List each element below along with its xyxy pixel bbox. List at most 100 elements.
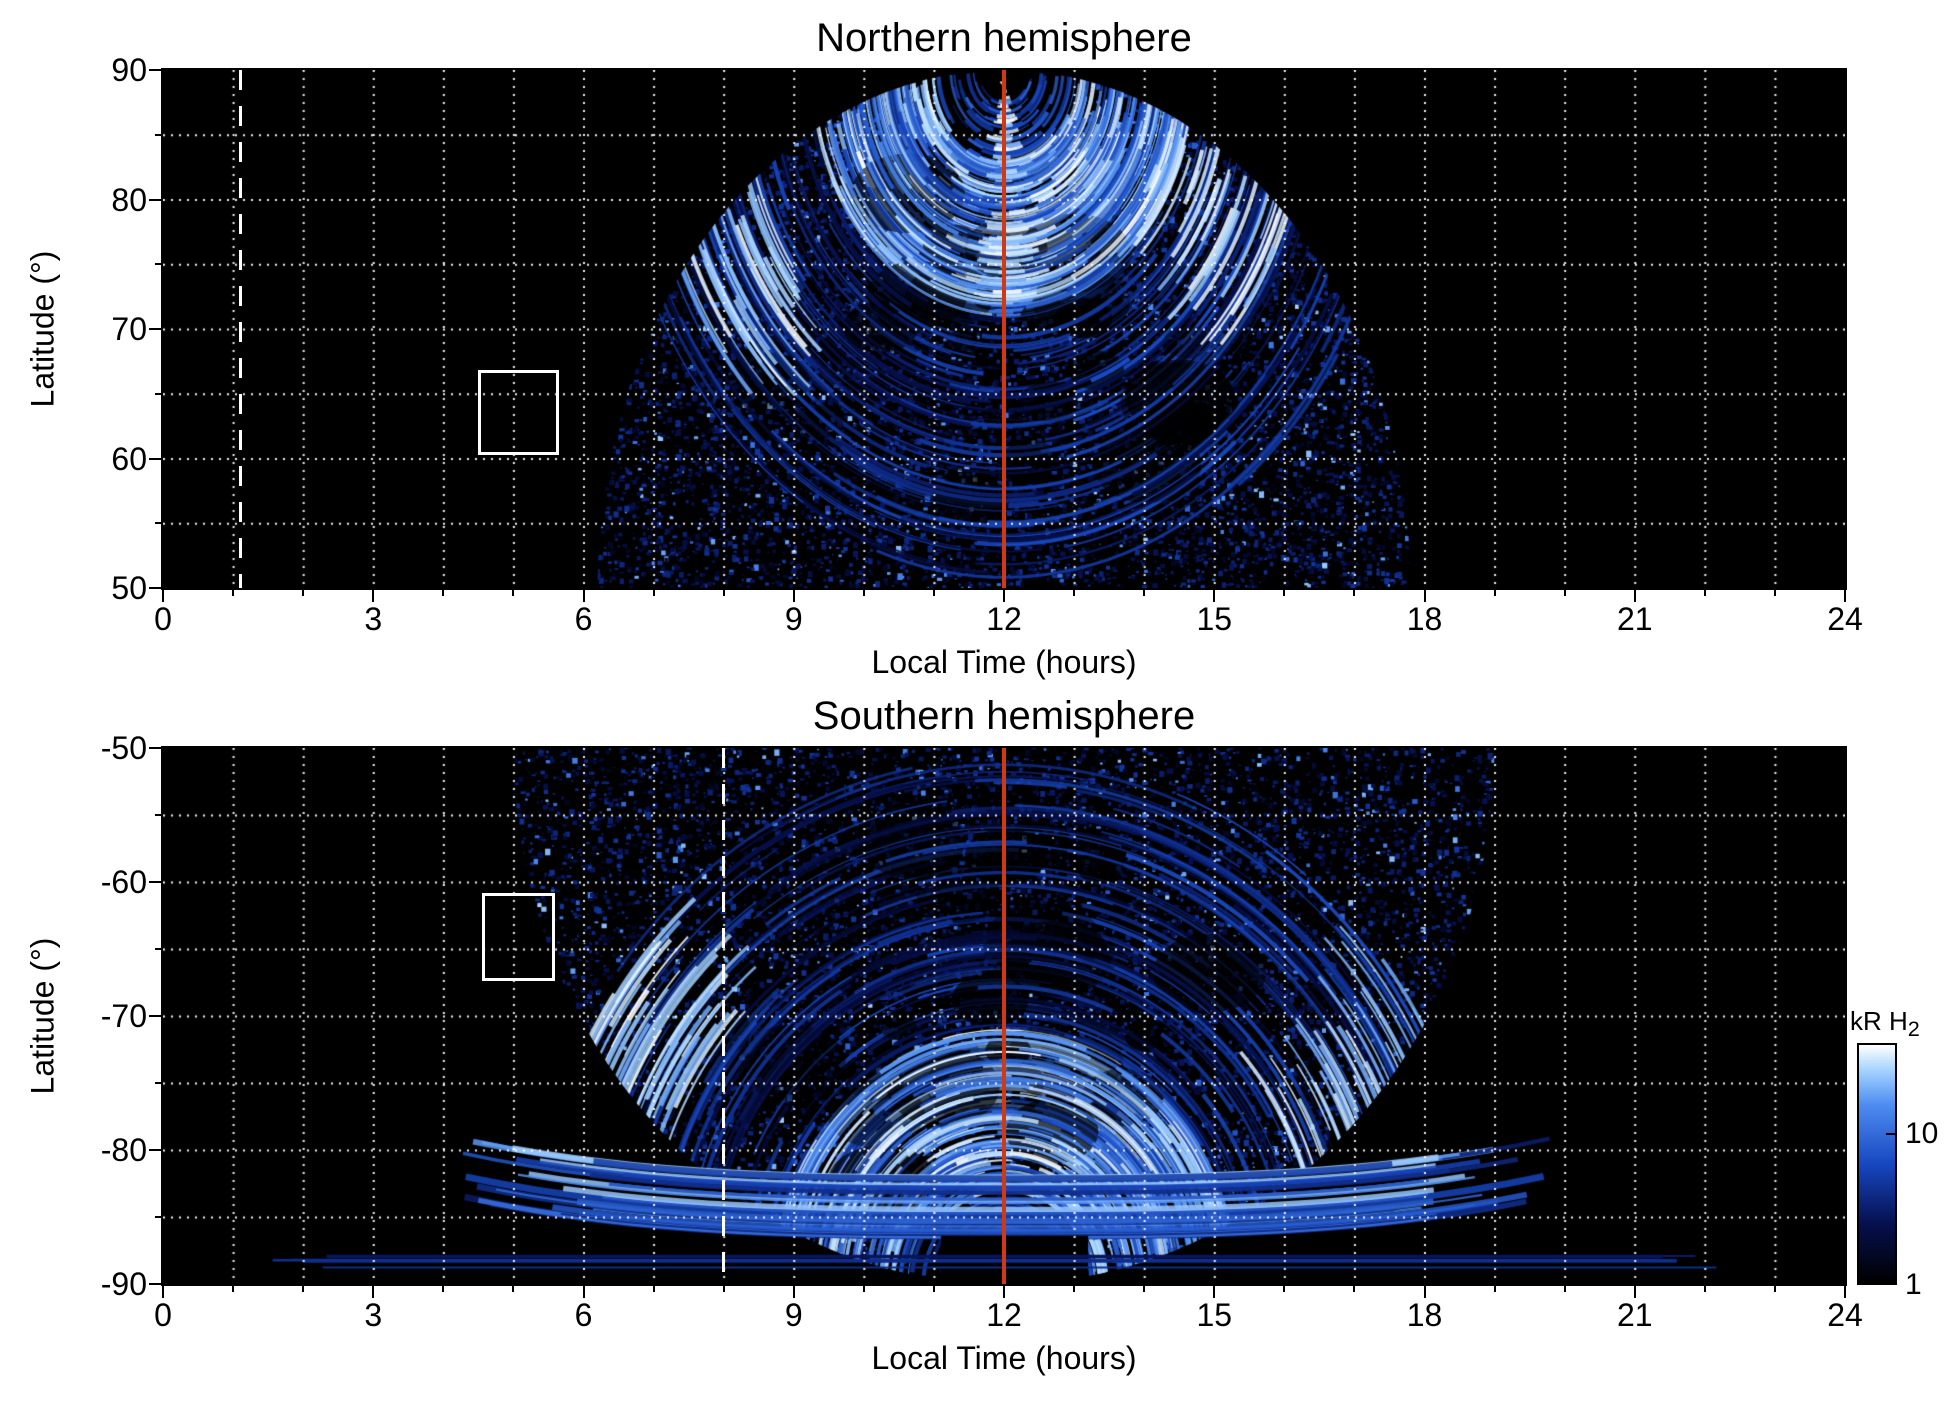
x-minor-tick — [1073, 1284, 1076, 1292]
y-tick-label: -90 — [100, 1266, 147, 1302]
dashed-reference-line — [238, 70, 242, 588]
y-tick-label: 90 — [111, 52, 147, 88]
x-tick-label: 15 — [1196, 601, 1233, 637]
reference-box — [481, 892, 556, 982]
x-minor-tick — [1353, 588, 1356, 596]
y-minor-tick — [155, 814, 163, 816]
x-major-tick — [1844, 588, 1846, 602]
reference-box — [478, 370, 559, 455]
x-minor-tick — [1283, 588, 1286, 596]
y-major-tick — [149, 1015, 163, 1017]
y-tick-label: -70 — [100, 998, 147, 1034]
x-minor-tick — [1493, 588, 1496, 596]
x-tick-label: 6 — [574, 1297, 593, 1333]
y-minor-tick — [155, 133, 163, 136]
north-x-axis-label: Local Time (hours) — [871, 644, 1137, 680]
noon-meridian-line — [1002, 748, 1006, 1284]
x-minor-tick — [932, 588, 935, 596]
y-tick-label: 70 — [111, 311, 147, 347]
x-minor-tick — [862, 1284, 865, 1292]
y-tick-label: 80 — [111, 181, 147, 218]
x-tick-label: 0 — [154, 1297, 172, 1333]
x-major-tick — [1423, 1284, 1426, 1298]
y-minor-tick — [155, 1216, 163, 1218]
x-major-tick — [1633, 1284, 1636, 1298]
y-tick-label: 50 — [111, 570, 147, 606]
x-tick-label: 9 — [784, 601, 803, 637]
x-minor-tick — [1283, 1284, 1286, 1292]
x-major-tick — [792, 588, 795, 602]
x-minor-tick — [512, 588, 515, 596]
y-tick-label: 60 — [111, 440, 147, 477]
x-minor-tick — [1563, 1284, 1566, 1292]
x-tick-label: 18 — [1406, 601, 1443, 637]
x-minor-tick — [302, 588, 305, 596]
y-tick-label: -60 — [100, 864, 147, 900]
x-minor-tick — [1493, 1284, 1496, 1292]
x-minor-tick — [722, 588, 725, 596]
y-major-tick — [149, 587, 163, 589]
x-major-tick — [582, 1284, 585, 1298]
x-major-tick — [1003, 588, 1005, 602]
x-tick-label: 18 — [1406, 1297, 1443, 1333]
x-minor-tick — [1703, 1284, 1706, 1292]
colorbar-tick-label: 10 — [1905, 1116, 1939, 1150]
x-major-tick — [372, 1284, 375, 1298]
x-major-tick — [1633, 588, 1636, 602]
y-minor-tick — [155, 522, 163, 525]
x-major-tick — [1213, 588, 1216, 602]
x-major-tick — [582, 588, 585, 602]
x-minor-tick — [442, 588, 445, 596]
x-tick-label: 15 — [1196, 1297, 1233, 1333]
x-minor-tick — [1353, 1284, 1356, 1292]
y-minor-tick — [155, 392, 163, 395]
north-panel-title: Northern hemisphere — [816, 16, 1192, 60]
x-major-tick — [162, 1284, 164, 1298]
y-major-tick — [149, 747, 163, 749]
noon-meridian-line — [1002, 70, 1006, 588]
x-tick-label: 24 — [1827, 601, 1863, 637]
x-major-tick — [1003, 1284, 1005, 1298]
colorbar-label-subscript: 2 — [1907, 1016, 1920, 1042]
x-minor-tick — [1073, 588, 1076, 596]
x-minor-tick — [1143, 588, 1146, 596]
colorbar-tick-mark — [1886, 1281, 1895, 1283]
x-tick-label: 0 — [154, 601, 172, 637]
colorbar-tick-mark — [1886, 1133, 1895, 1136]
x-minor-tick — [302, 1284, 305, 1292]
x-major-tick — [1213, 1284, 1216, 1298]
south-y-axis-label: Latitude (°) — [24, 937, 61, 1095]
x-major-tick — [1844, 1284, 1846, 1298]
x-tick-label: 3 — [364, 601, 383, 637]
x-minor-tick — [1563, 588, 1566, 596]
x-minor-tick — [862, 588, 865, 596]
x-tick-label: 3 — [364, 1297, 383, 1333]
y-minor-tick — [155, 1082, 163, 1084]
y-major-tick — [149, 1283, 163, 1285]
y-tick-label: -50 — [100, 730, 147, 766]
x-tick-label: 9 — [784, 1297, 803, 1333]
x-major-tick — [372, 588, 375, 602]
x-tick-label: 24 — [1827, 1297, 1863, 1333]
panel-northern-hemisphere: Northern hemisphere Latitude (°) Local T… — [25, 16, 1863, 680]
x-minor-tick — [722, 1284, 725, 1292]
x-tick-label: 21 — [1616, 601, 1653, 637]
x-tick-label: 12 — [986, 601, 1022, 637]
x-minor-tick — [512, 1284, 515, 1292]
x-minor-tick — [232, 588, 235, 596]
x-minor-tick — [232, 1284, 235, 1292]
x-minor-tick — [1773, 588, 1776, 596]
y-major-tick — [149, 328, 163, 330]
y-major-tick — [149, 198, 163, 201]
x-minor-tick — [932, 1284, 935, 1292]
y-major-tick — [149, 69, 163, 71]
x-tick-label: 12 — [986, 1297, 1022, 1333]
x-minor-tick — [442, 1284, 445, 1292]
panel-southern-hemisphere: Southern hemisphere Latitude (°) Local T… — [25, 694, 1863, 1376]
x-minor-tick — [652, 1284, 655, 1292]
colorbar-label-text: kR H — [1850, 1006, 1908, 1036]
dashed-reference-line — [722, 748, 726, 1284]
colorbar-tick-label: 1 — [1905, 1268, 1922, 1301]
north-y-axis-label: Latitude (°) — [24, 250, 61, 408]
y-major-tick — [149, 1149, 163, 1151]
